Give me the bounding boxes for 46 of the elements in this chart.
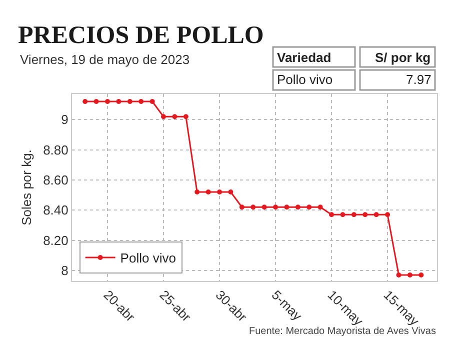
y-axis-title: Soles por kg. (19, 150, 34, 226)
point (160, 114, 166, 120)
y-tick-label: 8.40 (43, 202, 68, 218)
point (82, 99, 88, 104)
point (385, 212, 390, 218)
point (250, 204, 256, 210)
point (374, 212, 379, 218)
point (127, 99, 132, 104)
point (362, 212, 368, 218)
y-tick-label: 8.80 (43, 142, 68, 158)
point (94, 99, 99, 104)
point (284, 204, 290, 210)
point (306, 204, 312, 210)
point (262, 204, 267, 210)
y-tick-label: 8.60 (43, 172, 68, 188)
point (216, 190, 222, 195)
point (351, 212, 356, 218)
point (150, 99, 155, 104)
point (329, 212, 334, 218)
point (116, 99, 122, 104)
point (340, 212, 346, 218)
source-note: Fuente: Mercado Mayorista de Aves Vivas (249, 326, 436, 337)
point (407, 272, 412, 278)
legend-label: Pollo vivo (120, 250, 176, 266)
point (228, 190, 234, 195)
text: 7.97 (406, 72, 432, 87)
text: Pollo vivo (277, 72, 333, 87)
text: S/ por kg (375, 50, 431, 65)
point (104, 99, 110, 104)
point (396, 272, 402, 278)
point (138, 99, 144, 104)
chart-title: PRECIOS DE POLLO (18, 22, 264, 49)
point (194, 190, 200, 195)
point (172, 114, 178, 120)
y-tick-label: 8 (61, 262, 68, 278)
text: Variedad (277, 50, 332, 65)
y-tick-label: 8.20 (43, 232, 68, 248)
point (295, 204, 300, 210)
point (273, 204, 278, 210)
point (239, 204, 244, 210)
y-tick-label: 9 (61, 112, 68, 128)
point (183, 114, 188, 120)
chart-subtitle: Viernes, 19 de mayo de 2023 (20, 52, 190, 67)
point (206, 190, 211, 195)
point (418, 272, 424, 278)
point (318, 204, 323, 210)
